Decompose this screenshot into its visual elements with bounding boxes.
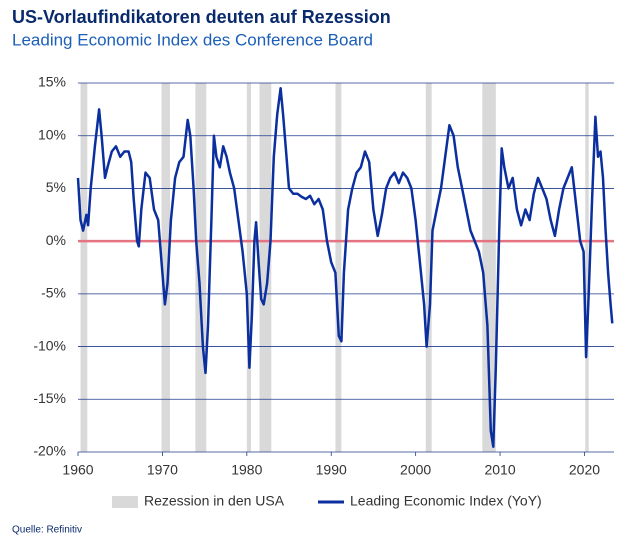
x-tick-label: 2010	[484, 462, 515, 478]
recession-band	[259, 83, 272, 452]
y-tick-label: -10%	[33, 337, 66, 353]
recession-band	[80, 83, 88, 452]
chart-subtitle: Leading Economic Index des Conference Bo…	[12, 30, 373, 49]
x-tick-label: 1970	[147, 462, 178, 478]
recession-band	[195, 83, 207, 452]
x-tick-label: 1990	[316, 462, 347, 478]
y-tick-label: 0%	[46, 232, 66, 248]
y-tick-label: 5%	[46, 179, 66, 195]
recession-band	[161, 83, 171, 452]
y-tick-label: -20%	[33, 443, 66, 459]
recession-band	[335, 83, 342, 452]
x-tick-label: 2000	[400, 462, 431, 478]
recession-band	[585, 83, 589, 452]
y-tick-label: -5%	[41, 285, 66, 301]
x-tick-label: 1980	[231, 462, 262, 478]
source: Quelle: Refinitiv	[12, 525, 82, 536]
legend-label: Rezession in den USA	[144, 493, 285, 509]
recession-band	[246, 83, 252, 452]
legend-swatch	[112, 496, 138, 508]
x-tick-label: 2020	[569, 462, 600, 478]
legend-label: Leading Economic Index (YoY)	[350, 493, 542, 509]
x-tick-label: 1960	[62, 462, 93, 478]
y-tick-label: 15%	[38, 74, 66, 90]
y-tick-label: -15%	[33, 390, 66, 406]
chart-title: US-Vorlaufindikatoren deuten auf Rezessi…	[12, 7, 391, 27]
recession-band	[425, 83, 432, 452]
y-tick-label: 10%	[38, 126, 66, 142]
series-line	[76, 87, 614, 448]
recession-band	[482, 83, 496, 452]
